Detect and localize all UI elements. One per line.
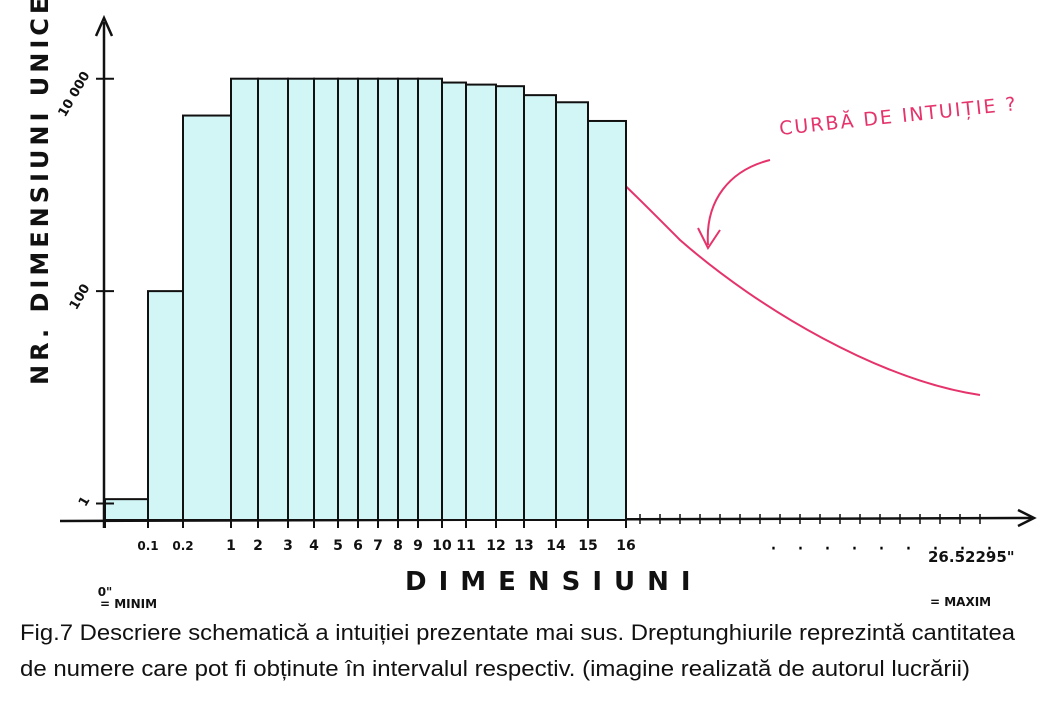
- bar: [417, 77, 443, 522]
- y-tick-label: 10 000: [56, 69, 94, 120]
- caption-line: Fig.7 Descriere schematică a intuiției p…: [20, 620, 1016, 645]
- x-tick-label: 13: [514, 538, 533, 554]
- x-tick-label: 0.1: [137, 539, 158, 553]
- x-tick-label: 11: [456, 538, 475, 554]
- x-tick-label: 5: [333, 538, 343, 554]
- y-axis-arrow: [94, 14, 114, 37]
- bar: [495, 85, 525, 521]
- bar: [313, 77, 339, 522]
- x-axis-dotted-ticks: [639, 514, 981, 524]
- x-max-label: 26.52295": [928, 548, 1015, 566]
- x-tick-label: 15: [578, 538, 597, 554]
- x-tick-label: 4: [309, 538, 319, 554]
- x-tick-label: 16: [616, 538, 635, 554]
- annotation-arrow: [697, 159, 771, 250]
- bar: [230, 77, 259, 522]
- x-axis-title: DIMENSIUNI: [405, 567, 703, 597]
- x-tick-label: 6: [353, 538, 363, 554]
- bar: [147, 290, 184, 521]
- bar: [555, 101, 589, 521]
- x-tick-label: 8: [393, 538, 403, 554]
- bar: [182, 114, 232, 521]
- y-tick-label: 1: [76, 494, 94, 509]
- bar: [465, 83, 497, 521]
- x-tick-label: 9: [413, 538, 423, 554]
- caption-line: de numere care pot fi obținute în interv…: [20, 656, 970, 681]
- bar: [397, 77, 419, 522]
- bar: [377, 77, 399, 522]
- bar: [287, 77, 315, 522]
- x-tick-label: 0": [98, 585, 113, 599]
- x-tick-label: 12: [486, 538, 505, 554]
- x-tick-label: 10: [432, 538, 452, 554]
- y-axis-title: NR. DIMENSIUNI UNICE: [26, 0, 54, 385]
- x-tick-label: 14: [546, 538, 566, 554]
- x-min-note: = MINIM: [100, 597, 157, 611]
- bar: [104, 498, 149, 521]
- x-max-note: = MAXIM: [930, 595, 991, 609]
- x-tick-label: 3: [283, 538, 293, 554]
- curve-annotation: CURBĂ DE INTUIȚIE ?: [778, 91, 1019, 140]
- x-tick-label: 0.2: [172, 539, 193, 553]
- x-axis-arrow: [1017, 508, 1037, 528]
- bar: [337, 77, 359, 522]
- bar: [357, 77, 379, 522]
- x-tick-label: 2: [253, 538, 263, 554]
- bar: [441, 81, 467, 521]
- x-tick-label: 7: [373, 538, 383, 554]
- bar: [587, 119, 627, 522]
- bar: [257, 77, 289, 522]
- ellipsis: ·········: [770, 537, 1013, 562]
- x-tick-label: 1: [226, 538, 236, 554]
- y-tick-label: 100: [67, 282, 94, 313]
- bar: [523, 94, 557, 522]
